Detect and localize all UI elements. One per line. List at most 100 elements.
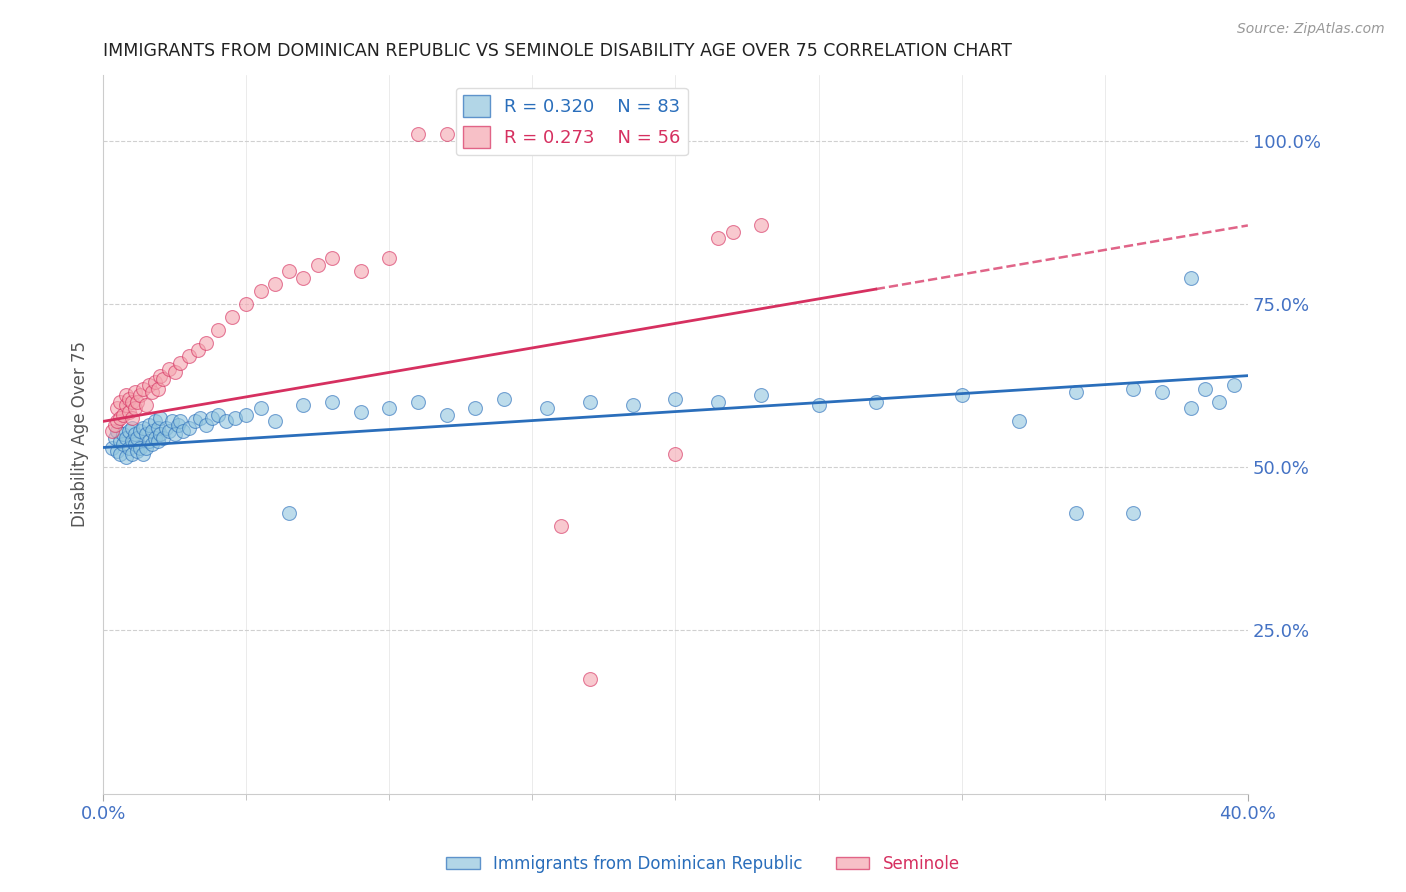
Point [195, 336, 218, 351]
Point [169, 355, 191, 369]
Point [195, 417, 218, 432]
Point [163, 365, 186, 379]
Point [146, 434, 169, 448]
Point [307, 258, 329, 272]
Point [406, 127, 429, 141]
Point [100, 441, 122, 455]
Text: Source: ZipAtlas.com: Source: ZipAtlas.com [1237, 22, 1385, 37]
Point [278, 264, 301, 278]
Point [132, 382, 155, 396]
Point [464, 401, 486, 416]
Point [118, 441, 141, 455]
Point [155, 421, 177, 435]
Point [749, 219, 772, 233]
Point [550, 519, 572, 533]
Point [378, 401, 401, 416]
Point [621, 127, 644, 141]
Point [149, 411, 172, 425]
Point [215, 414, 238, 428]
Point [112, 437, 135, 451]
Point [135, 441, 157, 455]
Point [664, 392, 686, 406]
Point [1122, 382, 1144, 396]
Point [177, 421, 200, 435]
Point [1122, 506, 1144, 520]
Point [143, 375, 166, 389]
Point [118, 424, 141, 438]
Point [124, 384, 146, 399]
Point [163, 427, 186, 442]
Point [578, 673, 600, 687]
Point [235, 408, 257, 422]
Point [187, 343, 209, 357]
Point [121, 434, 143, 448]
Point [1222, 378, 1244, 392]
Point [152, 372, 174, 386]
Point [436, 408, 458, 422]
Legend: R = 0.320    N = 83, R = 0.273    N = 56: R = 0.320 N = 83, R = 0.273 N = 56 [456, 87, 688, 155]
Point [121, 421, 143, 435]
Point [1008, 414, 1031, 428]
Point [118, 404, 141, 418]
Point [115, 431, 138, 445]
Point [664, 447, 686, 461]
Point [149, 427, 172, 442]
Text: IMMIGRANTS FROM DOMINICAN REPUBLIC VS SEMINOLE DISABILITY AGE OVER 75 CORRELATIO: IMMIGRANTS FROM DOMINICAN REPUBLIC VS SE… [103, 42, 1012, 60]
Point [103, 417, 125, 432]
Point [249, 401, 271, 416]
Point [129, 441, 152, 455]
Point [721, 225, 744, 239]
Point [464, 127, 486, 141]
Point [132, 421, 155, 435]
Point [169, 414, 191, 428]
Point [121, 394, 143, 409]
Point [172, 424, 194, 438]
Point [224, 411, 246, 425]
Point [157, 362, 180, 376]
Point [578, 127, 600, 141]
Point [138, 434, 160, 448]
Point [115, 388, 138, 402]
Point [707, 231, 730, 245]
Legend: Immigrants from Dominican Republic, Seminole: Immigrants from Dominican Republic, Semi… [440, 848, 966, 880]
Point [292, 398, 315, 412]
Point [183, 414, 205, 428]
Point [141, 384, 163, 399]
Point [115, 398, 138, 412]
Point [121, 411, 143, 425]
Point [141, 437, 163, 451]
Point [135, 398, 157, 412]
Point [132, 447, 155, 461]
Point [1180, 270, 1202, 285]
Point [107, 424, 129, 438]
Point [146, 382, 169, 396]
Point [201, 411, 224, 425]
Point [127, 431, 149, 445]
Point [492, 392, 515, 406]
Point [103, 431, 125, 445]
Point [152, 431, 174, 445]
Point [135, 427, 157, 442]
Point [221, 310, 243, 324]
Point [127, 443, 149, 458]
Point [278, 506, 301, 520]
Point [406, 394, 429, 409]
Point [522, 127, 544, 141]
Point [124, 437, 146, 451]
Point [143, 431, 166, 445]
Point [436, 127, 458, 141]
Point [749, 388, 772, 402]
Point [107, 401, 129, 416]
Point [110, 394, 132, 409]
Point [110, 447, 132, 461]
Point [107, 443, 129, 458]
Point [118, 392, 141, 406]
Point [1064, 506, 1087, 520]
Point [550, 127, 572, 141]
Point [115, 450, 138, 465]
Point [177, 349, 200, 363]
Point [263, 277, 285, 292]
Point [350, 264, 373, 278]
Point [263, 414, 285, 428]
Point [235, 297, 257, 311]
